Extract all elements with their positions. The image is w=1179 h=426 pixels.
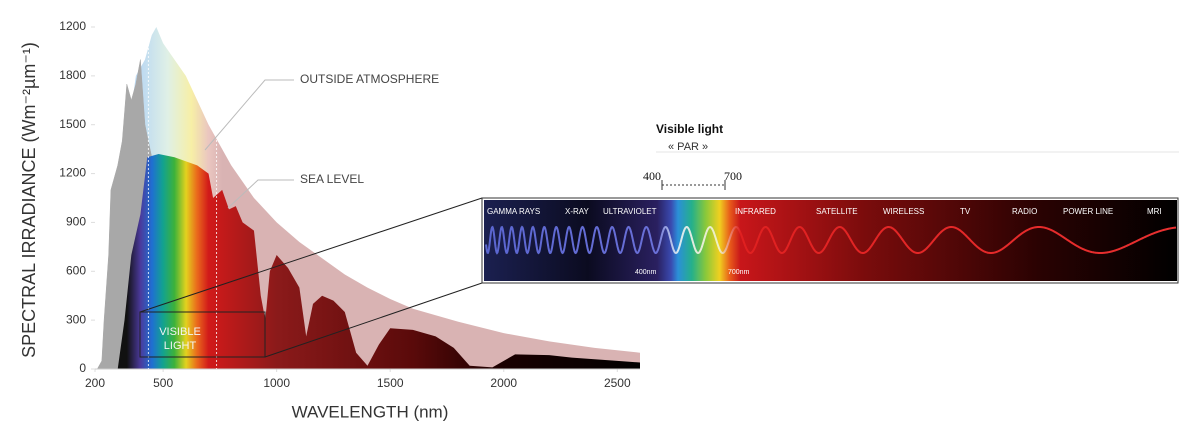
annotation: LIGHT — [164, 340, 197, 352]
band-label: TV — [960, 207, 971, 216]
y-tick-label: 600 — [66, 263, 86, 277]
area-line — [97, 59, 153, 370]
annotation: VISIBLE — [159, 326, 201, 338]
x-axis-label: WAVELENGTH (nm) — [292, 402, 449, 421]
nm-label: 400nm — [635, 269, 657, 276]
band-label: SATELLITE — [816, 207, 858, 216]
x-tick-label: 2500 — [604, 376, 631, 390]
par-start: 400 — [643, 169, 661, 183]
y-tick-label: 300 — [66, 312, 86, 326]
y-tick-label: 1200 — [59, 166, 86, 180]
x-tick-label: 1000 — [263, 376, 290, 390]
par-end: 700 — [724, 169, 742, 183]
series-label: OUTSIDE ATMOSPHERE — [300, 72, 439, 86]
leader — [204, 79, 294, 151]
y-tick-label: 0 — [79, 361, 86, 375]
y-tick-label: 1200 — [59, 19, 86, 33]
band-label: INFRARED — [735, 207, 776, 216]
inset-subtitle: « PAR » — [668, 141, 708, 153]
nm-label: 700nm — [728, 269, 750, 276]
zoom-box — [139, 311, 266, 358]
zoom-line — [139, 197, 483, 313]
inset-title: Visible light — [656, 122, 723, 136]
band-label: ULTRAVIOLET — [603, 207, 657, 216]
band-label: WIRELESS — [883, 207, 924, 216]
spectrum-strip — [484, 200, 1177, 281]
par-bracket — [661, 180, 726, 190]
leader — [227, 179, 294, 209]
x-tick-label: 200 — [85, 376, 105, 390]
x-tick-label: 1500 — [377, 376, 404, 390]
series-label: SEA LEVEL — [300, 172, 364, 186]
band-label: GAMMA RAYS — [487, 207, 540, 216]
x-tick-label: 500 — [153, 376, 173, 390]
y-tick-label: 900 — [66, 215, 86, 229]
band-label: POWER LINE — [1063, 207, 1113, 216]
band-label: MRI — [1147, 207, 1162, 216]
zoom-line — [264, 282, 483, 358]
x-tick-label: 2000 — [490, 376, 517, 390]
y-axis-label: SPECTRAL IRRADIANCE (Wm⁻²µm⁻¹) — [19, 42, 39, 358]
wave — [485, 225, 1177, 255]
band-label: RADIO — [1012, 207, 1037, 216]
y-tick-label: 1500 — [59, 117, 86, 131]
area-fill — [117, 154, 641, 369]
y-tick-label: 1800 — [59, 68, 86, 82]
band-label: X-RAY — [565, 207, 590, 216]
inset-frame — [481, 197, 1179, 284]
